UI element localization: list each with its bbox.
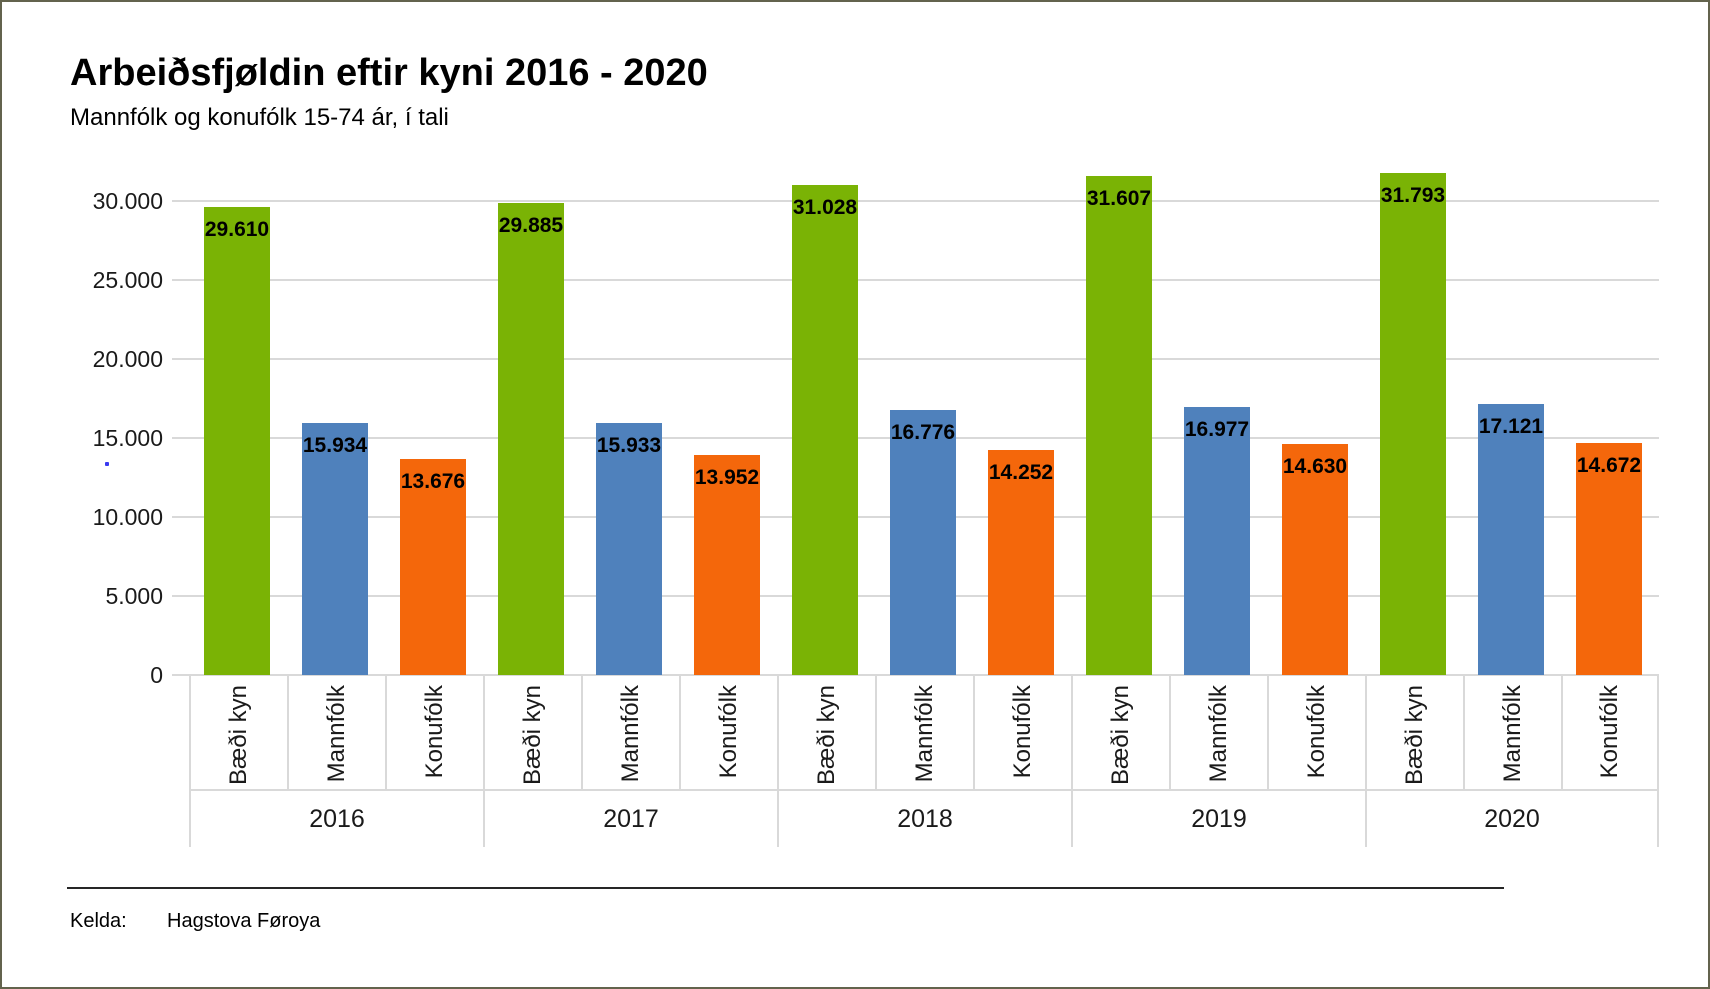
year-label: 2016 (189, 791, 483, 847)
category-cell: Mannfólk (287, 675, 385, 790)
category-label: Bæði kyn (225, 685, 252, 786)
y-axis-label: 0 (150, 662, 163, 688)
category-cell: Mannfólk (581, 675, 679, 790)
bar-mannf-lk-2019 (1184, 407, 1250, 675)
bar-konuf-lk-2016 (400, 459, 466, 675)
y-axis-tick (172, 595, 189, 597)
category-row-divider (189, 789, 1659, 791)
category-cell: Bæði kyn (1365, 675, 1463, 790)
y-axis-tick (172, 279, 189, 281)
footer-divider (67, 887, 1504, 889)
bar-value-label: 29.885 (498, 214, 564, 237)
bar-value-label: 16.977 (1184, 418, 1250, 441)
bar-mannf-lk-2018 (890, 410, 956, 675)
category-cell: Mannfólk (875, 675, 973, 790)
category-cell: Mannfólk (1169, 675, 1267, 790)
bar-mannf-lk-2017 (596, 423, 662, 675)
category-cell: Konufólk (385, 675, 483, 790)
chart-title: Arbeiðsfjøldin eftir kyni 2016 - 2020 (70, 52, 708, 94)
category-label: Mannfólk (617, 685, 644, 783)
bar-b-i-kyn-2019 (1086, 176, 1152, 675)
bar-value-label: 15.934 (302, 434, 368, 457)
gridline (189, 279, 1659, 281)
y-axis-tick (172, 516, 189, 518)
category-cell: Konufólk (1267, 675, 1365, 790)
bar-b-i-kyn-2020 (1380, 173, 1446, 675)
category-label: Bæði kyn (1401, 685, 1428, 786)
source-label: Kelda: (70, 910, 127, 932)
chart-subtitle: Mannfólk og konufólk 15-74 ár, í tali (70, 104, 449, 131)
stray-dot (105, 462, 109, 466)
year-label: 2019 (1071, 791, 1365, 847)
category-cell: Konufólk (1561, 675, 1659, 790)
bar-value-label: 17.121 (1478, 415, 1544, 438)
category-label: Konufólk (1303, 685, 1330, 779)
category-label: Konufólk (1009, 685, 1036, 779)
bar-value-label: 15.933 (596, 434, 662, 457)
category-label: Mannfólk (1499, 685, 1526, 783)
year-label: 2020 (1365, 791, 1659, 847)
category-label: Konufólk (421, 685, 448, 779)
bar-mannf-lk-2020 (1478, 404, 1544, 675)
y-axis-tick (172, 674, 189, 676)
category-label: Konufólk (1596, 685, 1623, 779)
source-row: Kelda: Hagstova Føroya (70, 910, 320, 933)
bar-b-i-kyn-2017 (498, 203, 564, 675)
category-label: Konufólk (715, 685, 742, 779)
y-axis-label: 10.000 (92, 504, 163, 530)
bar-konuf-lk-2020 (1576, 443, 1642, 675)
category-cell: Bæði kyn (483, 675, 581, 790)
category-label: Bæði kyn (519, 685, 546, 786)
y-axis-tick (172, 437, 189, 439)
bar-value-label: 13.676 (400, 470, 466, 493)
gridline (189, 200, 1659, 202)
x-axis-line (189, 674, 1659, 676)
category-label: Bæði kyn (1107, 685, 1134, 786)
category-label: Mannfólk (323, 685, 350, 783)
bar-value-label: 31.793 (1380, 184, 1446, 207)
year-label: 2018 (777, 791, 1071, 847)
y-axis-tick (172, 358, 189, 360)
category-cell: Bæði kyn (1071, 675, 1169, 790)
y-axis-label: 25.000 (92, 267, 163, 293)
bar-value-label: 14.630 (1282, 455, 1348, 478)
bar-mannf-lk-2016 (302, 423, 368, 675)
bar-konuf-lk-2019 (1282, 444, 1348, 675)
source-value: Hagstova Føroya (167, 910, 321, 932)
category-cell: Konufólk (973, 675, 1071, 790)
bar-value-label: 16.776 (890, 421, 956, 444)
year-label: 2017 (483, 791, 777, 847)
category-label: Mannfólk (911, 685, 938, 783)
y-axis-label: 20.000 (92, 346, 163, 372)
category-cell: Bæði kyn (777, 675, 875, 790)
y-axis-tick (172, 200, 189, 202)
bar-value-label: 14.252 (988, 461, 1054, 484)
category-label: Bæði kyn (813, 685, 840, 786)
category-label: Mannfólk (1205, 685, 1232, 783)
bar-konuf-lk-2017 (694, 455, 760, 675)
gridline (189, 358, 1659, 360)
category-cell: Bæði kyn (189, 675, 287, 790)
bar-value-label: 29.610 (204, 218, 270, 241)
bar-value-label: 31.607 (1086, 187, 1152, 210)
bar-b-i-kyn-2018 (792, 185, 858, 675)
y-axis-label: 30.000 (92, 188, 163, 214)
y-axis-label: 5.000 (105, 583, 163, 609)
bar-konuf-lk-2018 (988, 450, 1054, 675)
bar-value-label: 13.952 (694, 466, 760, 489)
bar-value-label: 14.672 (1576, 454, 1642, 477)
category-cell: Konufólk (679, 675, 777, 790)
bar-value-label: 31.028 (792, 196, 858, 219)
bar-b-i-kyn-2016 (204, 207, 270, 675)
category-cell: Mannfólk (1463, 675, 1561, 790)
y-axis-label: 15.000 (92, 425, 163, 451)
